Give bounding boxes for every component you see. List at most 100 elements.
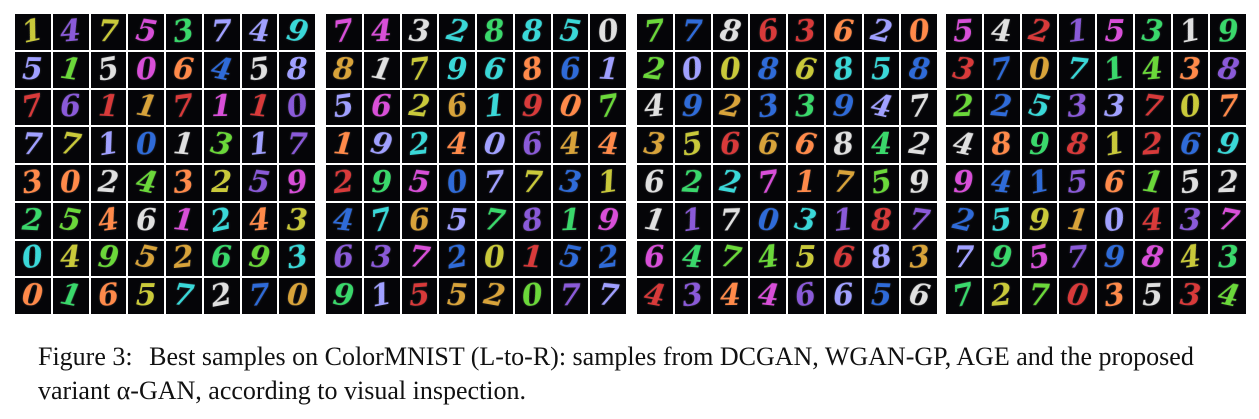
sample-digit: 0 bbox=[594, 14, 622, 50]
sample-cell: 6 bbox=[52, 89, 89, 126]
sample-cell: 0 bbox=[439, 165, 475, 201]
sample-cell: 7 bbox=[712, 240, 749, 277]
sample-digit: 7 bbox=[681, 14, 704, 50]
sample-cell: 9 bbox=[674, 89, 711, 126]
sample-cell: 4 bbox=[52, 14, 89, 50]
sample-cell: 4 bbox=[241, 14, 278, 50]
sample-digit: 5 bbox=[1065, 165, 1090, 201]
sample-cell: 7 bbox=[901, 89, 937, 126]
sample-digit: 9 bbox=[521, 89, 544, 125]
sample-cell: 3 bbox=[674, 278, 711, 314]
sample-cell: 1 bbox=[1021, 165, 1058, 201]
sample-cell: 8 bbox=[477, 14, 513, 50]
sample-digit: 2 bbox=[1140, 127, 1165, 163]
sample-digit: 0 bbox=[557, 89, 584, 126]
sample-cell: 3 bbox=[166, 165, 202, 201]
sample-digit: 1 bbox=[1139, 165, 1166, 201]
sample-cell: 5 bbox=[128, 278, 164, 314]
sample-cell: 0 bbox=[477, 240, 513, 277]
caption-text: Best samples on ColorMNIST (L-to-R): sam… bbox=[38, 342, 1194, 405]
sample-digit: 3 bbox=[907, 240, 931, 277]
sample-cell: 4 bbox=[439, 127, 475, 163]
sample-digit: 4 bbox=[59, 240, 82, 276]
sample-cell: 2 bbox=[439, 14, 475, 50]
sample-digit: 7 bbox=[210, 14, 233, 50]
sample-cell: 0 bbox=[15, 278, 51, 314]
sample-digit: 6 bbox=[792, 127, 820, 163]
sample-cell: 5 bbox=[326, 89, 362, 126]
sample-cell: 2 bbox=[946, 202, 982, 239]
sample-digit: 9 bbox=[1214, 127, 1242, 163]
sample-digit: 6 bbox=[172, 51, 196, 88]
sample-cell: 3 bbox=[946, 51, 982, 88]
sample-digit: 3 bbox=[794, 14, 818, 50]
sample-cell: 8 bbox=[1059, 127, 1095, 163]
sample-digit: 8 bbox=[1064, 127, 1090, 163]
sample-digit: 6 bbox=[906, 278, 933, 314]
sample-cell: 5 bbox=[90, 51, 127, 88]
sample-digit: 4 bbox=[247, 14, 272, 50]
sample-cell: 2 bbox=[590, 240, 626, 277]
sample-digit: 7 bbox=[1214, 202, 1242, 239]
sample-digit: 5 bbox=[867, 165, 896, 201]
caption-label: Figure 3: bbox=[38, 342, 133, 371]
sample-digit: 5 bbox=[446, 202, 469, 238]
sample-digit: 7 bbox=[247, 278, 271, 314]
sample-cell: 4 bbox=[983, 165, 1020, 201]
sample-cell: 7 bbox=[712, 202, 749, 239]
sample-digit: 9 bbox=[831, 89, 856, 126]
sample-digit: 5 bbox=[132, 240, 161, 277]
sample-cell: 5 bbox=[552, 240, 589, 277]
sample-cell: 6 bbox=[1172, 127, 1209, 163]
sample-cell: 8 bbox=[901, 51, 937, 88]
sample-cell: 7 bbox=[750, 165, 786, 201]
sample-digit: 3 bbox=[283, 240, 311, 277]
sample-cell: 7 bbox=[363, 202, 400, 239]
sample-cell: 0 bbox=[1021, 51, 1058, 88]
sample-cell: 1 bbox=[788, 165, 824, 201]
sample-cell: 0 bbox=[1172, 89, 1209, 126]
sample-digit: 7 bbox=[755, 165, 781, 201]
sample-cell: 4 bbox=[128, 165, 164, 201]
sample-cell: 1 bbox=[514, 240, 551, 277]
sample-digit: 0 bbox=[134, 51, 158, 88]
sample-digit: 8 bbox=[867, 240, 895, 277]
sample-digit: 1 bbox=[247, 127, 272, 163]
sample-digit: 1 bbox=[367, 278, 396, 314]
sample-digit: 4 bbox=[867, 89, 896, 126]
figure-caption: Figure 3: Best samples on ColorMNIST (L-… bbox=[38, 340, 1253, 408]
sample-digit: 9 bbox=[596, 202, 621, 239]
sample-digit: 9 bbox=[907, 165, 932, 201]
sample-digit: 2 bbox=[443, 14, 472, 50]
sample-cell: 3 bbox=[1059, 89, 1095, 126]
sample-cell: 1 bbox=[1097, 127, 1133, 163]
sample-digit: 1 bbox=[132, 89, 160, 126]
sample-cell: 7 bbox=[166, 89, 202, 126]
sample-cell: 5 bbox=[674, 127, 711, 163]
sample-digit: 2 bbox=[906, 127, 932, 163]
sample-digit: 1 bbox=[521, 240, 545, 277]
sample-cell: 4 bbox=[983, 14, 1020, 50]
sample-cell: 1 bbox=[52, 278, 89, 314]
sample-digit: 1 bbox=[18, 14, 47, 50]
sample-cell: 5 bbox=[552, 14, 589, 50]
sample-digit: 8 bbox=[1215, 51, 1242, 88]
sample-cell: 9 bbox=[363, 165, 400, 201]
sample-digit: 5 bbox=[556, 240, 585, 277]
sample-digit: 3 bbox=[1140, 14, 1166, 50]
sample-digit: 6 bbox=[370, 89, 393, 125]
sample-digit: 4 bbox=[989, 165, 1014, 201]
sample-digit: 3 bbox=[407, 14, 432, 50]
sample-digit: 5 bbox=[135, 278, 157, 314]
sample-digit: 1 bbox=[831, 202, 856, 239]
sample-cell: 7 bbox=[1021, 278, 1058, 314]
sample-cell: 2 bbox=[712, 89, 749, 126]
sample-digit: 2 bbox=[867, 14, 896, 50]
sample-digit: 4 bbox=[1141, 202, 1164, 239]
sample-cell: 1 bbox=[166, 127, 202, 163]
sample-digit: 4 bbox=[208, 51, 236, 88]
sample-cell: 9 bbox=[1210, 127, 1246, 163]
sample-digit: 5 bbox=[57, 202, 85, 239]
